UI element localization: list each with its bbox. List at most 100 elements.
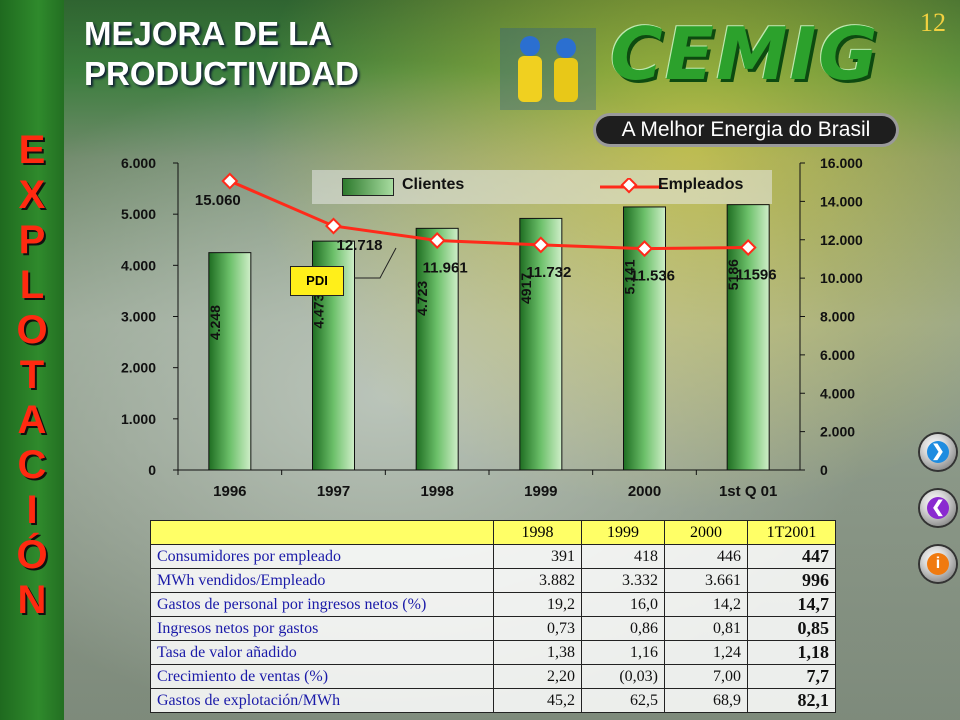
table-cell: 2,20 — [493, 664, 582, 689]
x-tick-label: 1997 — [317, 483, 350, 500]
title-line-2: PRODUCTIVIDAD — [84, 55, 360, 92]
table-row: Crecimiento de ventas (%) 2,20 (0,03) 7,00 7… — [150, 664, 836, 689]
table-cell: 0,86 — [581, 616, 665, 641]
line-data-label: 11596 — [736, 267, 777, 284]
right-tick-label: 14.000 — [820, 193, 863, 209]
table-row: Ingresos netos por gastos 0,73 0,86 0,81 0,8… — [150, 616, 836, 641]
table-body: Consumidores por empleado 391 418 446 447 MWh… — [150, 544, 836, 713]
line-data-label: 15.060 — [195, 192, 241, 209]
legend-swatch-empleados — [600, 178, 662, 194]
table-cell: 19,2 — [493, 592, 582, 617]
table-cell: 1,18 — [747, 640, 836, 665]
table-row-label: Crecimiento de ventas (%) — [150, 664, 494, 689]
page-title: MEJORA DE LA PRODUCTIVIDAD — [84, 14, 359, 94]
right-tick-label: 4.000 — [820, 385, 855, 401]
info-icon: i — [927, 553, 949, 575]
table-cell: 16,0 — [581, 592, 665, 617]
table-cell: (0,03) — [581, 664, 665, 689]
bar-data-label: 4.723 — [414, 281, 430, 316]
table-row-label: Consumidores por empleado — [150, 544, 494, 569]
table-header-blank — [150, 520, 494, 545]
next-button[interactable]: ❯ — [920, 434, 956, 470]
x-tick-label: 1999 — [524, 483, 557, 500]
info-button[interactable]: i — [920, 546, 956, 582]
x-tick-label: 1st Q 01 — [719, 483, 777, 500]
table-cell: 3.661 — [664, 568, 748, 593]
section-letter: Ó — [16, 533, 48, 577]
table-cell: 391 — [493, 544, 582, 569]
table-header-1998: 1998 — [493, 520, 582, 545]
title-line-1: MEJORA DE LA — [84, 15, 333, 52]
table-row-label: Tasa de valor añadido — [150, 640, 494, 665]
table-cell: 1,24 — [664, 640, 748, 665]
chart-legend: Clientes Empleados — [312, 170, 772, 204]
right-tick-label: 8.000 — [820, 309, 855, 325]
table-cell: 447 — [747, 544, 836, 569]
section-letter: L — [19, 263, 45, 307]
section-letter: C — [17, 443, 47, 487]
table-cell: 0,85 — [747, 616, 836, 641]
section-letter: O — [16, 308, 48, 352]
kpi-table: 1998 1999 2000 1T2001 Consumidores por e… — [150, 520, 836, 713]
left-tick-label: 3.000 — [121, 309, 156, 325]
table-cell: 7,7 — [747, 664, 836, 689]
legend-label-empleados: Empleados — [658, 176, 744, 193]
section-letter: P — [18, 218, 46, 262]
table-cell: 62,5 — [581, 688, 665, 713]
table-cell: 1,38 — [493, 640, 582, 665]
right-tick-label: 12.000 — [820, 232, 863, 248]
table-cell: 0,81 — [664, 616, 748, 641]
line-empleados — [229, 179, 749, 251]
line-point-empleados — [325, 217, 342, 235]
bar-data-label: 5186 — [725, 259, 741, 290]
bar-data-label: 4917 — [518, 273, 534, 304]
left-tick-label: 1.000 — [121, 411, 156, 427]
bar-clientes — [415, 227, 459, 471]
table-cell: 418 — [581, 544, 665, 569]
arrow-left-icon: ❮ — [927, 497, 949, 519]
left-tick-label: 5.000 — [121, 206, 156, 222]
right-tick-label: 0 — [820, 462, 828, 478]
section-letter: T — [19, 353, 45, 397]
arrow-right-icon: ❯ — [927, 441, 949, 463]
legend-swatch-clientes — [342, 178, 394, 196]
line-data-label: 11.732 — [526, 264, 571, 281]
table-row: Tasa de valor añadido 1,38 1,16 1,24 1,18 — [150, 640, 836, 665]
table-cell: 45,2 — [493, 688, 582, 713]
bar-data-label: 4.248 — [207, 305, 223, 340]
bar-clientes — [519, 217, 563, 471]
bar-data-label: 4.473 — [311, 293, 327, 328]
section-letter: X — [18, 173, 46, 217]
table-cell: 7,00 — [664, 664, 748, 689]
back-button[interactable]: ❮ — [920, 490, 956, 526]
x-tick-label: 1998 — [420, 483, 453, 500]
right-tick-label: 2.000 — [820, 424, 855, 440]
cemig-logo: CEMIG — [610, 12, 880, 96]
left-tick-label: 6.000 — [121, 155, 156, 171]
left-tick-label: 2.000 — [121, 360, 156, 376]
table-cell: 3.332 — [581, 568, 665, 593]
table-header-1t2001: 1T2001 — [747, 520, 836, 545]
table-row-label: Gastos de personal por ingresos netos (%… — [150, 592, 494, 617]
legend-label-clientes: Clientes — [402, 176, 465, 193]
line-point-empleados — [739, 239, 757, 256]
table-row-label: MWh vendidos/Empleado — [150, 568, 494, 593]
right-tick-label: 6.000 — [820, 347, 855, 363]
line-point-empleados — [428, 232, 446, 249]
table-row-label: Gastos de explotación/MWh — [150, 688, 494, 713]
bar-clientes — [208, 252, 252, 471]
right-tick-label: 10.000 — [820, 270, 863, 286]
line-data-label: 11.961 — [423, 259, 468, 276]
table-row: Consumidores por empleado 391 418 446 447 — [150, 544, 836, 569]
table-row-label: Ingresos netos por gastos — [150, 616, 494, 641]
table-cell: 446 — [664, 544, 748, 569]
table-cell: 14,7 — [747, 592, 836, 617]
pdi-pointer — [354, 247, 397, 279]
section-letter: E — [18, 128, 46, 172]
tagline-banner: A Melhor Energia do Brasil — [596, 116, 896, 144]
table-row: MWh vendidos/Empleado 3.882 3.332 3.661 996 — [150, 568, 836, 593]
line-data-label: 11.536 — [630, 268, 675, 285]
